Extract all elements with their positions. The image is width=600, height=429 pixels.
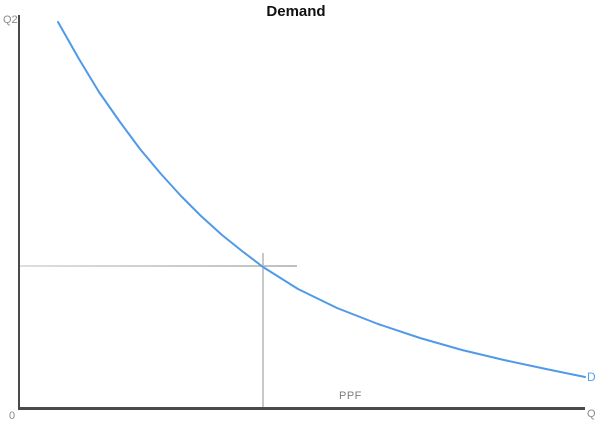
crosshair-vertical-guide [262,253,264,408]
ppf-label: PPF [339,390,362,402]
origin-label: 0 [9,410,16,422]
demand-curve-label: D [587,370,596,384]
x-axis-line [18,407,585,410]
demand-curve-path [57,21,586,378]
x-axis-right-label: Q [587,408,596,420]
crosshair-horizontal-guide [19,265,297,267]
chart-title: Demand [266,3,326,20]
y-axis-top-label: Q2 [3,14,18,26]
y-axis-line [18,15,20,410]
